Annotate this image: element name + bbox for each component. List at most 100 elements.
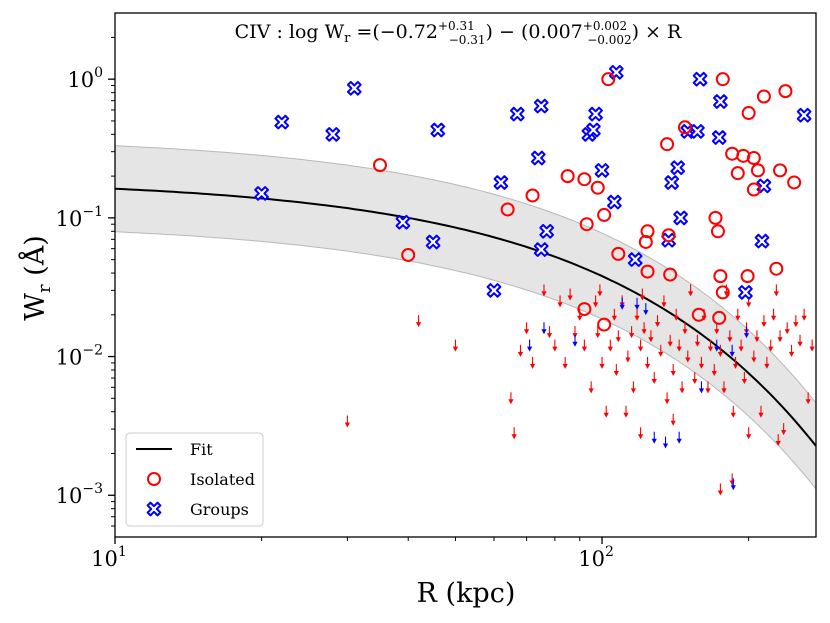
upper-limit-arrow <box>344 415 350 428</box>
upper-limit-arrow <box>641 322 647 335</box>
legend-isolated-circle-icon <box>147 472 161 486</box>
upper-limit-arrow <box>717 344 723 357</box>
upper-limit-arrow <box>729 473 735 486</box>
isolated-marker-layer <box>372 72 802 332</box>
upper-limit-arrow <box>634 308 640 321</box>
isolated-point <box>746 182 761 197</box>
upper-limit-arrow <box>777 330 783 343</box>
isolated-point <box>708 210 723 225</box>
x-tick-label: 102 <box>578 544 614 571</box>
upper-limit-arrow <box>613 363 619 376</box>
upper-limit-arrow <box>517 344 524 357</box>
isolated-point <box>597 317 612 332</box>
isolated-point <box>611 246 626 261</box>
upper-limit-arrow <box>788 344 795 357</box>
groups-point <box>711 130 727 145</box>
upper-limit-arrow <box>648 330 654 343</box>
isolated-point <box>730 166 745 181</box>
upper-limit-arrow <box>732 356 739 369</box>
groups-point <box>586 122 601 138</box>
legend-groups-x-icon <box>146 501 162 517</box>
groups-point <box>486 283 502 298</box>
upper-limit-arrow <box>562 356 568 369</box>
upper-limit-arrow <box>679 381 685 394</box>
upper-limit-arrow <box>698 356 705 369</box>
isolated-point <box>691 307 706 322</box>
groups-point <box>673 210 688 226</box>
isolated-point <box>661 228 676 243</box>
axis-tick-labels: 101 102 10−3 10−2 10−1 100 <box>56 65 614 571</box>
upper-limit-arrow <box>625 350 631 363</box>
isolated-point <box>741 106 756 121</box>
upper-limit-arrow <box>581 339 587 352</box>
upper-limit-arrow <box>761 315 767 328</box>
isolated-point <box>372 158 387 173</box>
legend: Fit Isolated Groups <box>125 432 264 527</box>
upper-limit-arrow <box>735 308 741 321</box>
upper-limit-arrow <box>526 339 533 352</box>
upper-limit-arrow <box>630 381 637 394</box>
isolated-point <box>712 310 727 325</box>
groups-point <box>756 178 772 194</box>
upper-limit-arrow <box>758 405 764 418</box>
upper-limit-arrow <box>452 339 459 352</box>
groups-point <box>325 127 341 142</box>
isolated-point <box>577 302 592 317</box>
upper-limit-arrow <box>511 427 517 440</box>
upper-limit-arrow <box>717 483 723 496</box>
groups-point <box>796 107 812 123</box>
upper-limit-arrow <box>597 284 603 297</box>
legend-isolated-label: Isolated <box>190 470 255 489</box>
upper-limit-arrow <box>623 405 629 418</box>
groups-point <box>509 106 525 122</box>
upper-limit-arrow <box>773 284 779 297</box>
upper-limit-arrow <box>741 372 747 385</box>
upper-limit-arrow <box>743 326 750 339</box>
fit-line-layer <box>115 187 816 447</box>
upper-limit-arrow <box>567 288 573 301</box>
legend-fit-label: Fit <box>190 440 213 459</box>
groups-point <box>493 175 509 190</box>
upper-limit-arrow <box>523 322 530 335</box>
upper-limit-arrow <box>682 322 688 335</box>
upper-limit-arrow <box>415 315 422 328</box>
upper-limit-arrow <box>667 334 673 347</box>
isolated-point <box>713 269 728 284</box>
groups-point <box>533 242 549 257</box>
upper-limit-arrow <box>673 308 679 321</box>
isolated-point <box>710 224 725 239</box>
upper-limit-arrow <box>658 344 664 357</box>
upper-limit-arrow <box>670 413 676 426</box>
isolated-point <box>660 137 675 152</box>
groups-point <box>713 94 728 109</box>
upper-limit-arrow <box>643 303 649 316</box>
isolated-point <box>725 146 740 161</box>
upper-limit-arrow <box>654 315 661 328</box>
upper-limit-arrow <box>628 326 635 339</box>
upper-limit-arrow <box>508 392 514 405</box>
upper-limit-arrow <box>768 339 774 352</box>
groups-point <box>395 214 411 230</box>
x-axis-label: R (kpc) <box>417 578 516 609</box>
axis-ticks <box>108 36 750 544</box>
isolated-point <box>579 217 594 232</box>
upper-limit-arrow <box>529 356 536 369</box>
groups-point <box>430 122 446 138</box>
isolated-point <box>640 224 655 239</box>
upper-limit-arrow <box>599 356 605 369</box>
isolated-point <box>590 180 605 195</box>
isolated-point <box>601 72 616 87</box>
confidence-band <box>115 145 816 490</box>
y-tick-label: 10−2 <box>56 343 103 370</box>
upper-limit-arrow <box>714 339 720 352</box>
upper-limit-arrow <box>572 334 578 347</box>
upper-limit-arrow <box>797 334 803 347</box>
chart-title: CIV : log Wr =(−0.72+0.31 −0.31) − (0.007… <box>235 19 682 47</box>
groups-point <box>539 223 555 239</box>
upper-limit-arrow <box>639 288 645 301</box>
legend-groups-label: Groups <box>190 500 249 519</box>
groups-point <box>254 186 269 201</box>
isolated-point <box>750 163 765 178</box>
isolated-point <box>677 120 692 135</box>
upper-limit-arrow <box>764 356 770 369</box>
